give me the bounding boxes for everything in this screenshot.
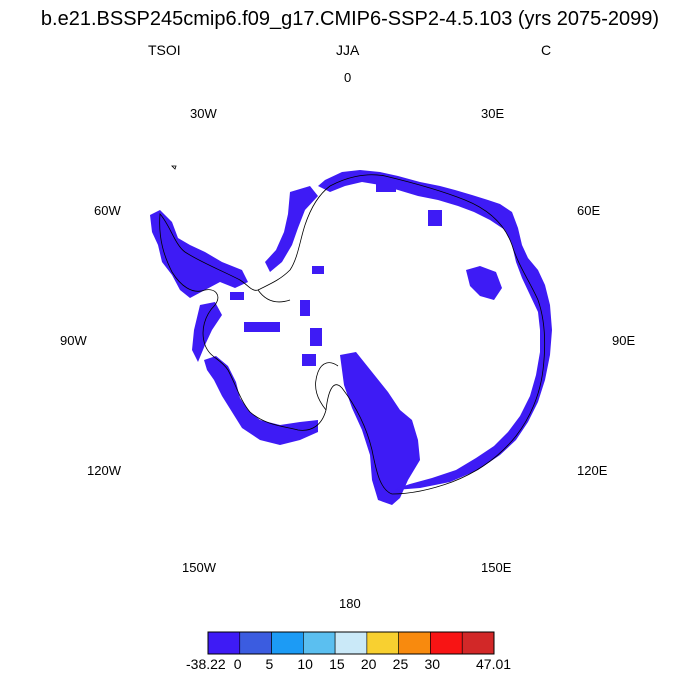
lon-label-60w: 60W: [94, 203, 121, 218]
field-ross-coast: [340, 352, 420, 505]
colorbar-frame: [207, 631, 495, 655]
lon-label-60e: 60E: [577, 203, 601, 218]
field-amery-patch: [466, 266, 502, 300]
field-patch-1: [312, 266, 324, 274]
ice-shelf-edge: [257, 289, 339, 411]
colorbar: [207, 631, 495, 655]
variable-label: TSOI: [148, 42, 181, 58]
lon-label-90e: 90E: [612, 333, 636, 348]
lon-label-120w: 120W: [87, 463, 121, 478]
map-title: b.e21.BSSP245cmip6.f09_g17.CMIP6-SSP2-4.…: [40, 8, 660, 30]
colorbar-box-7: [430, 631, 463, 655]
coastline: [159, 174, 545, 495]
lon-label-120e: 120E: [577, 463, 608, 478]
season-label: JJA: [336, 42, 360, 58]
colorbar-box-1: [239, 631, 272, 655]
lon-label-180: 180: [339, 596, 361, 611]
colorbar-box-0: [207, 631, 241, 655]
colorbar-label-7: 30: [424, 656, 441, 672]
field-patch-6: [428, 210, 442, 226]
field-weddell-coast: [265, 186, 318, 272]
lon-label-30e: 30E: [481, 106, 505, 121]
colorbar-box-6: [398, 631, 431, 655]
small-island: [171, 165, 177, 170]
colorbar-label-3: 10: [297, 656, 313, 672]
colorbar-box-3: [303, 631, 336, 655]
field-patch-8: [302, 354, 316, 366]
lon-label-150e: 150E: [481, 560, 512, 575]
soil-temperature-field: [150, 170, 552, 505]
lon-label-150w: 150W: [182, 560, 216, 575]
field-patch-4: [310, 328, 322, 346]
colorbar-label-2: 5: [265, 656, 274, 672]
field-west-coast: [204, 356, 318, 445]
field-patch-5: [230, 292, 244, 300]
units-label: C: [541, 42, 552, 58]
lon-label-0: 0: [344, 70, 352, 85]
colorbar-box-4: [334, 631, 368, 655]
colorbar-label-6: 25: [392, 656, 409, 672]
colorbar-box-8: [461, 631, 495, 655]
field-patch-2: [244, 322, 280, 332]
lon-label-30w: 30W: [190, 106, 217, 121]
field-peninsula-base: [192, 302, 222, 362]
colorbar-box-5: [366, 631, 399, 655]
field-patch-7: [376, 184, 396, 192]
colorbar-label-5: 20: [360, 656, 377, 672]
lon-label-90w: 90W: [60, 333, 87, 348]
colorbar-box-2: [271, 631, 304, 655]
colorbar-label-0: -38.22: [186, 656, 226, 672]
field-patch-3: [300, 300, 310, 316]
colorbar-label-8: 47.01: [476, 656, 512, 672]
colorbar-label-4: 15: [329, 656, 345, 672]
colorbar-label-1: 0: [233, 656, 242, 672]
